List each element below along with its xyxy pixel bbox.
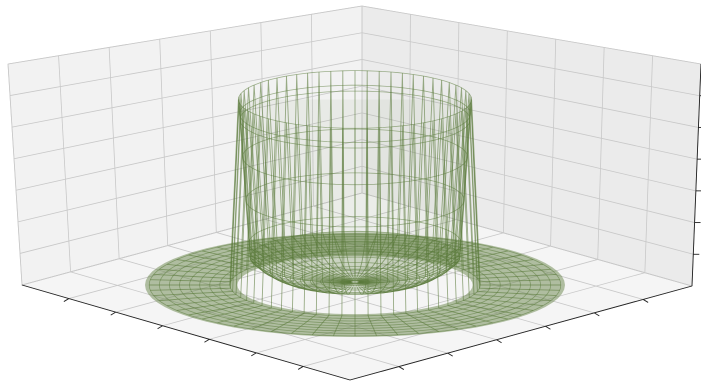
y-tick <box>594 312 600 317</box>
surface-spoke <box>356 126 419 334</box>
x-tick <box>63 298 70 302</box>
surface-spoke <box>358 118 508 320</box>
z-axis-line <box>691 63 701 287</box>
y-axis-line <box>349 285 693 381</box>
y-tick <box>642 299 649 303</box>
gridline <box>159 39 169 246</box>
gridline <box>311 14 314 207</box>
surface-spoke <box>291 71 354 282</box>
surface-spoke <box>359 96 560 283</box>
surface-spoke <box>333 70 356 282</box>
gridline <box>303 272 645 367</box>
x-axis-line <box>21 284 351 381</box>
gridline <box>361 112 696 192</box>
y-tick <box>545 325 551 330</box>
gridline <box>361 165 694 255</box>
surface-spoke <box>233 76 353 282</box>
surface-spoke <box>271 73 354 282</box>
gridline <box>7 5 363 65</box>
gridline <box>503 30 508 233</box>
x-tick <box>110 311 116 316</box>
gridline <box>108 47 120 259</box>
surface-spoke <box>358 82 522 282</box>
gridline <box>361 5 701 65</box>
gridline <box>361 192 693 287</box>
surface-spoke <box>176 113 352 311</box>
gridline <box>644 55 653 273</box>
surface-spoke <box>358 113 534 311</box>
y-tick <box>398 366 405 370</box>
surface-spoke <box>251 74 354 282</box>
gridline <box>361 32 700 97</box>
surface-spoke <box>311 71 355 282</box>
surface-spoke <box>356 124 459 330</box>
y-tick <box>447 352 453 357</box>
surface-spoke <box>188 116 352 316</box>
x-tick <box>251 352 257 357</box>
surface-spoke <box>357 120 493 324</box>
surface-spoke <box>356 74 459 282</box>
surface-spoke <box>358 87 544 282</box>
surface-spoke <box>356 125 439 332</box>
surface-spoke <box>357 77 493 282</box>
surface-spoke <box>202 118 352 320</box>
gridline <box>361 139 695 223</box>
gridline <box>9 32 363 96</box>
surface-spoke <box>358 111 544 307</box>
surface-spoke <box>217 120 353 324</box>
gridline <box>19 165 363 254</box>
gridline <box>361 85 698 160</box>
surface-spoke <box>217 77 353 282</box>
gridline <box>11 59 363 128</box>
surface-spoke <box>166 111 352 307</box>
surface-spoke <box>159 90 352 283</box>
surface-spoke <box>356 73 439 282</box>
x-tick <box>297 366 304 370</box>
surface-spoke <box>355 71 399 282</box>
surface-spoke <box>153 93 351 283</box>
gridline <box>17 139 363 223</box>
surface-spoke <box>176 84 352 282</box>
surface-wireframe <box>148 70 562 337</box>
surface-spoke <box>271 125 354 332</box>
surface-spoke <box>354 70 377 282</box>
gridline <box>550 39 557 247</box>
x-tick <box>204 338 210 343</box>
surface-spoke <box>166 87 352 282</box>
surface-spoke <box>149 99 351 286</box>
y-tick <box>496 339 502 344</box>
surface-spoke <box>153 105 351 297</box>
tick-marks <box>63 95 701 370</box>
surface-spoke <box>202 80 352 282</box>
surface-spoke <box>358 90 551 283</box>
gridline <box>58 55 71 272</box>
gridline <box>70 271 399 367</box>
x-tick <box>157 325 163 330</box>
surface-spoke <box>233 122 353 327</box>
axis-lines <box>21 63 701 381</box>
surface-spoke <box>311 127 355 336</box>
gridline <box>13 85 363 160</box>
surface-spoke <box>359 93 557 283</box>
surface-spoke <box>359 105 557 297</box>
gridline <box>209 30 217 233</box>
gridline <box>7 63 23 286</box>
surface-spoke <box>358 84 534 282</box>
gridline <box>361 59 699 128</box>
surface-spoke <box>291 126 354 334</box>
gridline <box>597 47 605 260</box>
surface-spoke <box>251 124 354 330</box>
surface-spoke <box>355 127 399 336</box>
